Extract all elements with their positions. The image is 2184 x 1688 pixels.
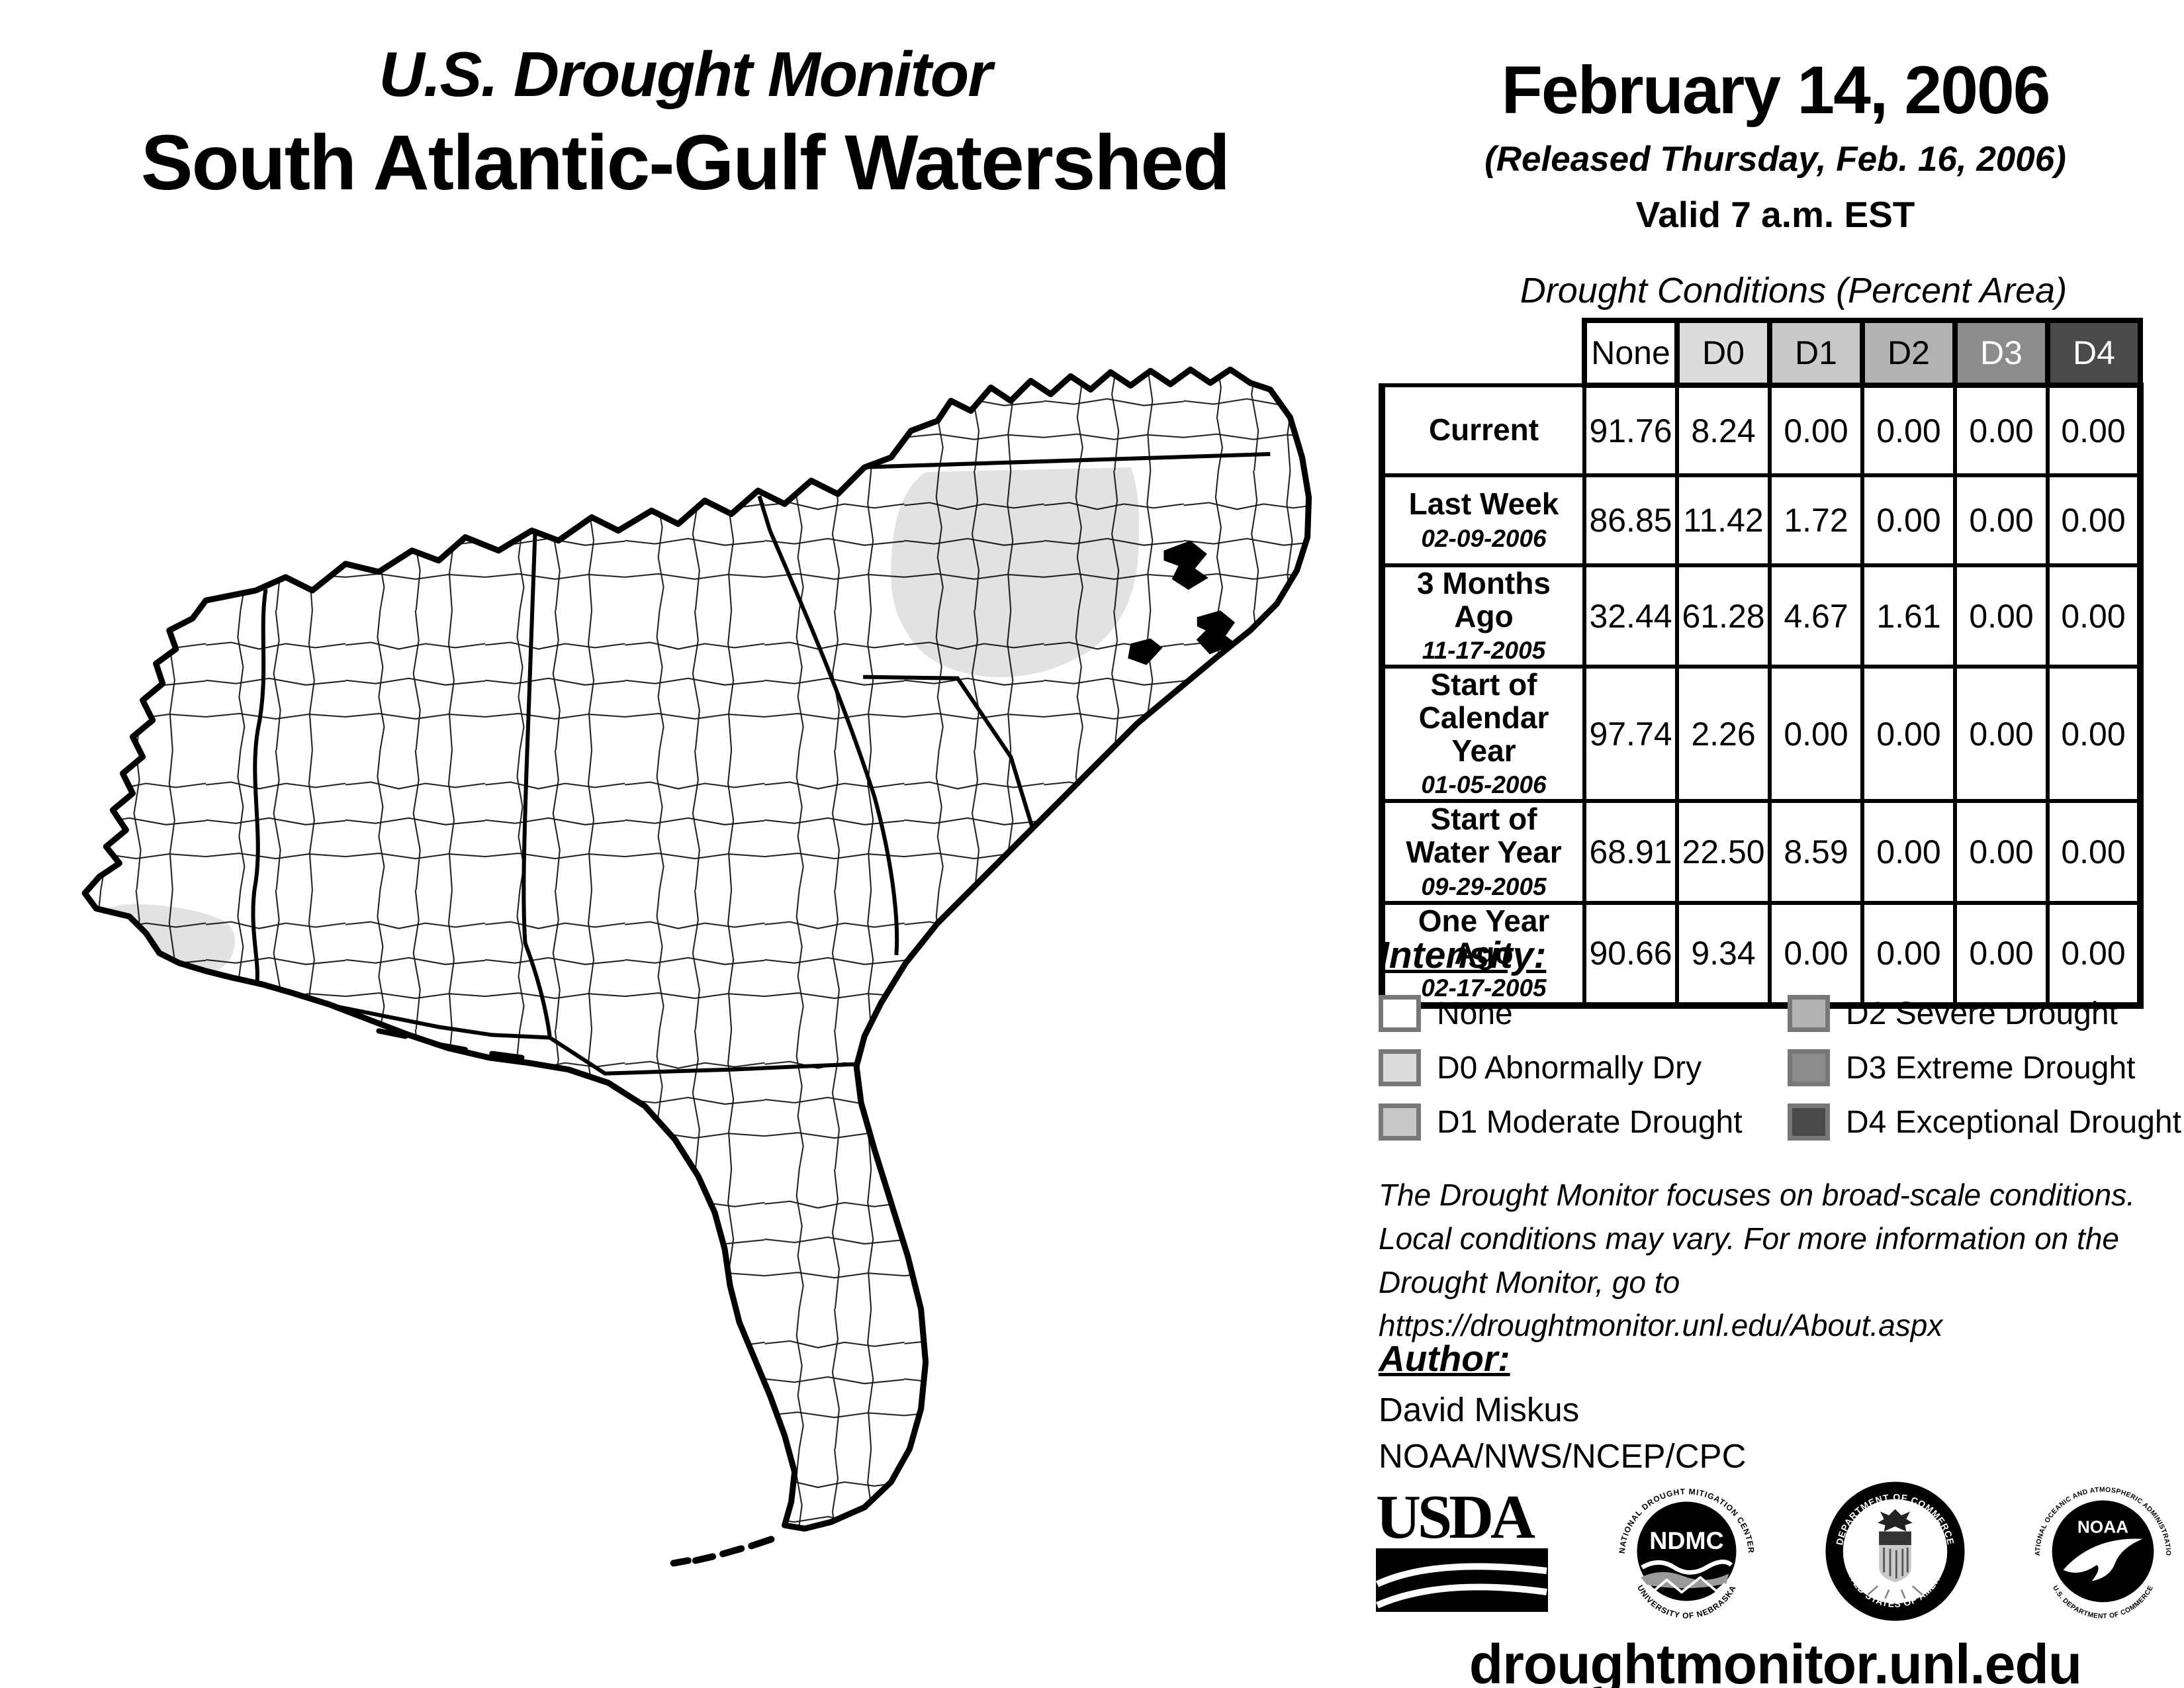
row-label: Start of Water Year 09-29-2005 xyxy=(1379,799,1586,905)
florida-keys xyxy=(670,1536,775,1567)
table-row: Current 91.76 8.24 0.00 0.00 0.00 0.00 xyxy=(1379,383,2144,477)
table-row: 3 Months Ago 11-17-2005 32.44 61.28 4.67 1.6… xyxy=(1379,563,2144,669)
region-title: South Atlantic-Gulf Watershed xyxy=(140,119,1230,207)
agency-logos: USDA NATIONAL DROUGHT MITIGATION CENTER … xyxy=(1373,1477,2177,1624)
author-heading: Author: xyxy=(1379,1338,1510,1379)
drought-conditions-table: None D0 D1 D2 D3 D4 Current 91.76 8.24 0.0… xyxy=(1379,318,2144,1009)
row-label: Current xyxy=(1379,383,1586,477)
doc-eagle-icon xyxy=(1877,1509,1913,1531)
map-date: February 14, 2006 xyxy=(1501,52,2051,128)
info-panel: February 14, 2006 (Released Thursday, Fe… xyxy=(1373,52,2181,1688)
table-row: Last Week 02-09-2006 86.85 11.42 1.72 0.00 0.… xyxy=(1379,473,2144,567)
table-caption: Drought Conditions (Percent Area) xyxy=(1520,271,2068,310)
state-boundaries xyxy=(251,451,1271,1076)
legend-item-d0: D0 Abnormally Dry xyxy=(1379,1041,1788,1095)
d2-swatch xyxy=(1788,995,1830,1032)
table-corner-cell xyxy=(1382,320,1584,385)
noaa-logo: NATIONAL OCEANIC AND ATMOSPHERIC ADMINIS… xyxy=(2028,1477,2171,1620)
usda-logo: USDA xyxy=(1375,1485,1548,1612)
ndmc-logo-text: NDMC xyxy=(1650,1526,1724,1554)
map-fill-layer xyxy=(85,369,1309,1529)
row-label: Start of Calendar Year 01-05-2006 xyxy=(1379,665,1586,804)
table-row: One Year Ago 02-17-2005 90.66 9.34 0.00 0.00… xyxy=(1379,900,2144,1009)
released-date: (Released Thursday, Feb. 16, 2006) xyxy=(1484,140,2066,179)
table-row: Start of Water Year 09-29-2005 68.91 22.50… xyxy=(1379,799,2144,905)
legend-item-d1: D1 Moderate Drought xyxy=(1379,1095,1788,1149)
legend-item-d4: D4 Exceptional Drought xyxy=(1788,1095,2181,1149)
d1-swatch xyxy=(1379,1103,1421,1141)
department-of-commerce-seal: DEPARTMENT OF COMMERCE UNITED STATES OF … xyxy=(1825,1481,1965,1620)
noaa-bird-icon xyxy=(2063,1538,2143,1581)
col-header-d3: D3 xyxy=(1952,318,2050,388)
monitor-title: U.S. Drought Monitor xyxy=(379,39,992,110)
col-header-d1: D1 xyxy=(1767,318,1865,388)
doc-shield-icon xyxy=(1878,1531,1911,1582)
disclaimer-line: Local conditions may vary. For more info… xyxy=(1379,1221,2119,1256)
table-header-row: None D0 D1 D2 D3 D4 xyxy=(1382,318,2143,388)
author-org: NOAA/NWS/NCEP/CPC xyxy=(1379,1437,1747,1475)
watershed-outline xyxy=(81,366,1312,1532)
county-lines-texture xyxy=(85,369,1309,1529)
legend-item-none: None xyxy=(1379,986,1788,1041)
gulf-barrier-islands xyxy=(376,1028,525,1060)
disclaimer: The Drought Monitor focuses on broad-sca… xyxy=(1379,1174,2173,1348)
intensity-legend: None D0 Abnormally Dry D1 Moderate Droug… xyxy=(1379,986,2181,1149)
col-header-d0: D0 xyxy=(1674,318,1772,388)
usda-logo-text: USDA xyxy=(1376,1485,1535,1552)
title-block: U.S. Drought Monitor South Atlantic-Gulf… xyxy=(0,38,1370,208)
doc-rays xyxy=(1866,1585,1923,1599)
table-row: Start of Calendar Year 01-05-2006 97.74 2.… xyxy=(1379,665,2144,804)
col-header-none: None xyxy=(1582,318,1680,388)
disclaimer-line: Drought Monitor, go to https://droughtmo… xyxy=(1379,1264,1943,1343)
watershed-map xyxy=(66,331,1363,1628)
valid-time: Valid 7 a.m. EST xyxy=(1635,194,1915,235)
row-label: One Year Ago 02-17-2005 xyxy=(1379,900,1586,1009)
d0-swatch xyxy=(1379,1049,1421,1086)
footer-url: droughtmonitor.unl.edu xyxy=(1469,1633,2082,1688)
author-name: David Miskus xyxy=(1379,1391,1580,1429)
watershed-map-svg xyxy=(81,366,1312,1567)
row-label: Last Week 02-09-2006 xyxy=(1379,473,1586,567)
d3-swatch xyxy=(1788,1049,1830,1086)
coastal-sounds xyxy=(1128,540,1237,665)
col-header-d4: D4 xyxy=(2045,318,2143,388)
legend-item-d2: D2 Severe Drought xyxy=(1788,986,2181,1041)
col-header-d2: D2 xyxy=(1860,318,1958,388)
legend-item-d3: D3 Extreme Drought xyxy=(1788,1041,2181,1095)
none-swatch xyxy=(1379,995,1421,1032)
d4-swatch xyxy=(1788,1103,1830,1141)
disclaimer-line: The Drought Monitor focuses on broad-sca… xyxy=(1379,1178,2135,1212)
intensity-heading: Intensity: xyxy=(1379,934,1547,976)
ndmc-logo: NATIONAL DROUGHT MITIGATION CENTER UNIVE… xyxy=(1617,1487,1756,1620)
noaa-logo-text: NOAA xyxy=(2077,1517,2128,1536)
row-label: 3 Months Ago 11-17-2005 xyxy=(1379,563,1586,669)
